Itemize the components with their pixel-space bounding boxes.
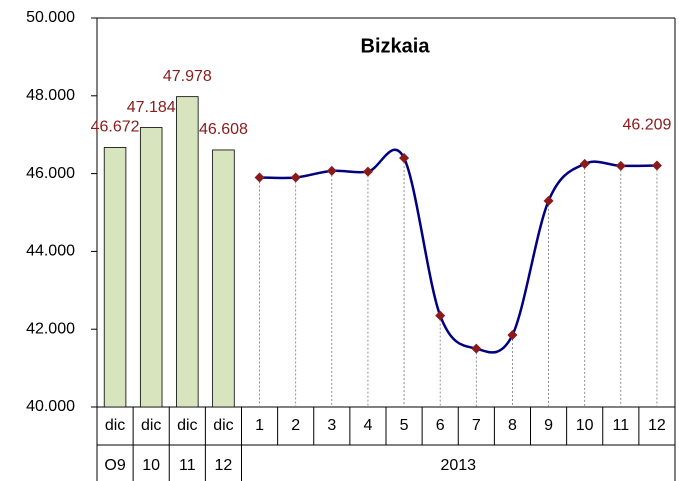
y-tick-label: 44.000 xyxy=(26,243,75,260)
x-tick-label: dic xyxy=(141,417,161,434)
data-label: 46.209 xyxy=(622,117,671,134)
x-tick-label: 5 xyxy=(400,417,409,434)
marker xyxy=(507,330,518,341)
marker xyxy=(543,195,554,206)
bar xyxy=(139,127,163,408)
x-tick-label: 12 xyxy=(648,417,666,434)
y-tick-label: 48.000 xyxy=(26,87,75,104)
marker xyxy=(326,165,337,176)
x-tick-label: 2 xyxy=(291,417,300,434)
marker xyxy=(362,166,373,177)
marker xyxy=(290,172,301,183)
x-group-label: 10 xyxy=(142,457,160,474)
data-label: 47.978 xyxy=(163,68,212,85)
x-tick-label: dic xyxy=(213,417,233,434)
bar xyxy=(212,149,235,408)
x-tick-label: 6 xyxy=(436,417,445,434)
y-tick-label: 46.000 xyxy=(26,165,75,182)
marker xyxy=(651,160,662,171)
x-group-label: O9 xyxy=(104,457,125,474)
x-group-label: 2013 xyxy=(440,457,476,474)
x-tick-label: 1 xyxy=(255,417,264,434)
marker xyxy=(615,160,626,171)
x-tick-label: 3 xyxy=(327,417,336,434)
chart-title: Bizkaia xyxy=(361,35,431,57)
x-tick-label: 8 xyxy=(508,417,517,434)
x-tick-label: dic xyxy=(177,417,197,434)
x-group-label: 11 xyxy=(179,457,196,474)
x-tick-label: 11 xyxy=(613,417,630,434)
data-label: 47.184 xyxy=(127,99,176,116)
marker xyxy=(399,153,410,164)
x-tick-label: 7 xyxy=(472,417,481,434)
x-tick-label: dic xyxy=(105,417,125,434)
x-tick-label: 10 xyxy=(576,417,594,434)
x-tick-label: 9 xyxy=(544,417,553,434)
bar xyxy=(103,147,127,408)
x-tick-label: 4 xyxy=(363,417,372,434)
marker xyxy=(471,343,482,354)
bar xyxy=(176,96,199,408)
marker xyxy=(435,310,446,321)
y-tick-label: 42.000 xyxy=(26,320,75,337)
y-tick-label: 50.000 xyxy=(26,9,75,26)
marker xyxy=(579,158,590,169)
data-label: 46.608 xyxy=(199,121,248,138)
data-label: 46.672 xyxy=(91,119,140,136)
marker xyxy=(254,172,265,183)
y-tick-label: 40.000 xyxy=(26,398,75,415)
x-group-label: 12 xyxy=(215,457,233,474)
